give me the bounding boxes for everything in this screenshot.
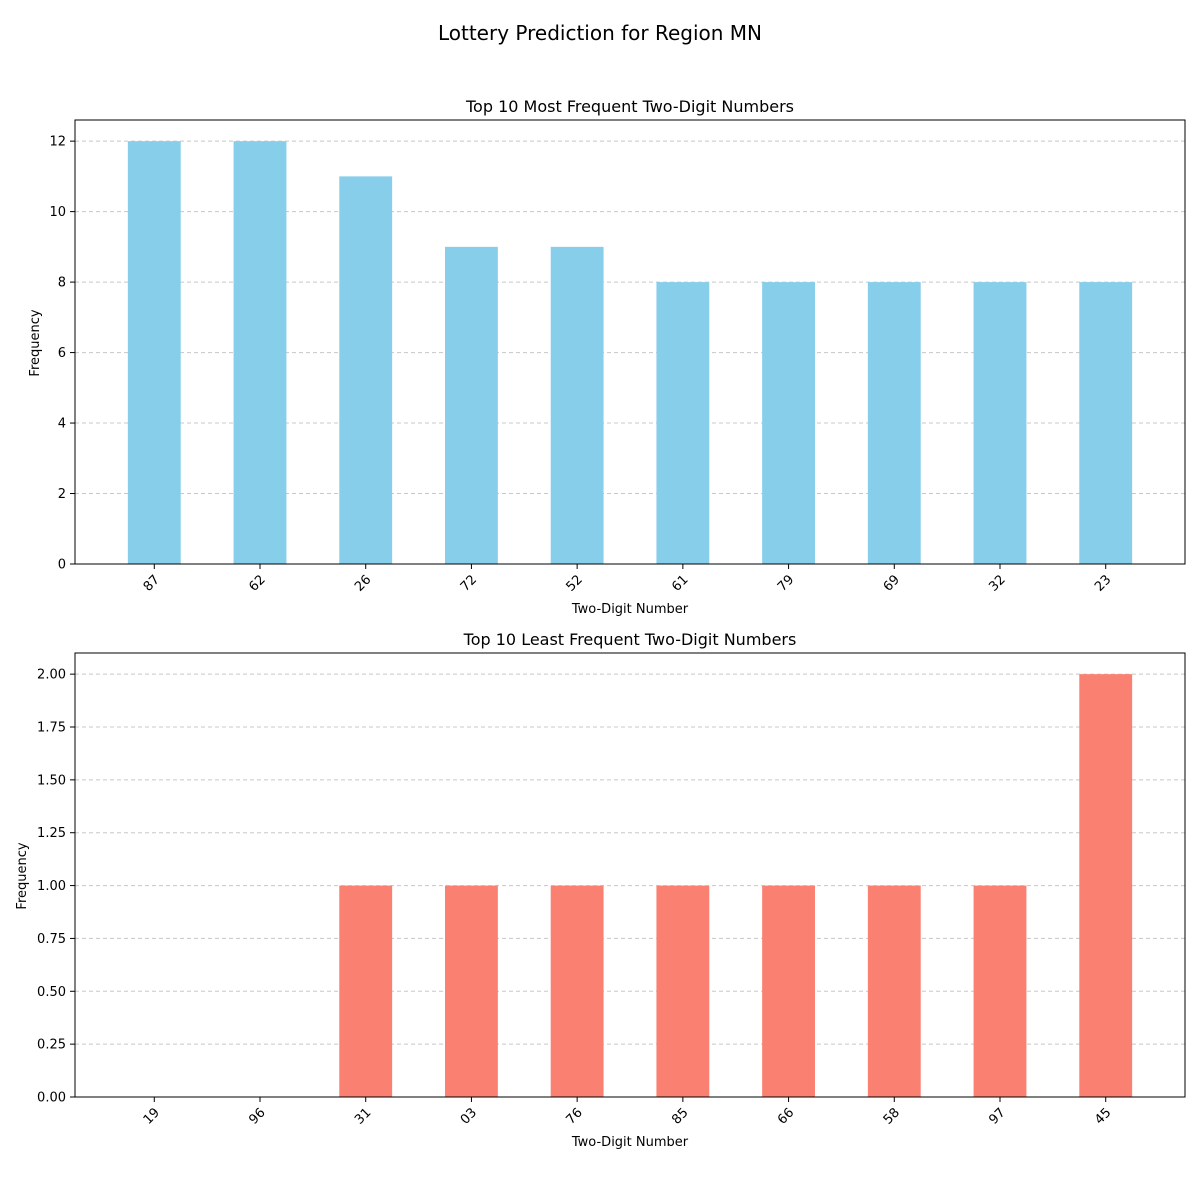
- x-tick-label: 26: [352, 572, 374, 594]
- chart-title: Top 10 Least Frequent Two-Digit Numbers: [463, 630, 797, 649]
- bar-32: [973, 282, 1027, 564]
- bar-66: [762, 885, 815, 1097]
- bar-26: [339, 176, 393, 564]
- bar-76: [550, 885, 604, 1097]
- bar-58: [867, 885, 921, 1097]
- x-tick-label: 31: [352, 1105, 374, 1127]
- x-tick-label: 23: [1092, 572, 1114, 594]
- y-tick-label: 1.75: [37, 721, 66, 736]
- x-tick-label: 52: [564, 572, 586, 594]
- y-tick-label: 1.50: [37, 773, 66, 788]
- bar-45: [1079, 674, 1133, 1097]
- y-tick-label: 8: [58, 276, 66, 291]
- chart-title: Top 10 Most Frequent Two-Digit Numbers: [465, 97, 794, 116]
- x-tick-label: 96: [246, 1105, 268, 1127]
- chart-least-frequent: Top 10 Least Frequent Two-Digit Numbers …: [15, 630, 1186, 1150]
- x-tick-label: 19: [141, 1105, 163, 1127]
- y-tick-label: 1.00: [37, 879, 66, 894]
- bar-97: [973, 885, 1027, 1097]
- x-tick-label: 85: [669, 1105, 691, 1127]
- x-axis-label: Two-Digit Number: [571, 602, 689, 617]
- x-tick-label: 69: [881, 572, 903, 594]
- bar-23: [1079, 282, 1133, 564]
- x-tick-label: 58: [881, 1105, 903, 1127]
- x-tick-label: 79: [775, 572, 797, 594]
- x-tick-label: 66: [775, 1105, 797, 1127]
- x-tick-label: 61: [669, 572, 691, 594]
- bar-72: [445, 246, 498, 564]
- y-tick-label: 1.25: [37, 826, 66, 841]
- x-tick-label: 97: [986, 1105, 1008, 1127]
- x-tick-label: 03: [458, 1105, 480, 1127]
- plot-frame: [74, 652, 1186, 1098]
- figure-suptitle: Lottery Prediction for Region MN: [438, 21, 762, 45]
- x-tick-label: 72: [458, 572, 480, 594]
- y-tick-label: 0.50: [37, 985, 66, 1000]
- y-tick-label: 0.75: [37, 932, 66, 947]
- x-tick-label: 45: [1092, 1105, 1114, 1127]
- x-tick-label: 76: [564, 1105, 586, 1127]
- bar-31: [339, 885, 393, 1097]
- bar-62: [233, 141, 287, 564]
- x-tick-label: 62: [246, 572, 268, 594]
- x-tick-label: 87: [141, 572, 163, 594]
- bar-79: [762, 282, 815, 564]
- y-tick-label: 4: [58, 417, 66, 432]
- y-tick-label: 2: [58, 487, 66, 502]
- bar-52: [550, 246, 604, 564]
- x-tick-label: 32: [986, 572, 1008, 594]
- y-tick-label: 12: [49, 135, 66, 150]
- y-axis-label: Frequency: [15, 842, 30, 909]
- y-tick-label: 0: [58, 558, 66, 573]
- y-tick-label: 0.25: [37, 1038, 66, 1053]
- x-axis-label: Two-Digit Number: [571, 1135, 689, 1150]
- plot-frame: [74, 119, 1186, 565]
- bar-85: [656, 885, 710, 1097]
- y-tick-label: 0.00: [37, 1091, 66, 1106]
- bar-69: [867, 282, 921, 564]
- y-tick-label: 10: [49, 205, 66, 220]
- chart-top-frequent: Top 10 Most Frequent Two-Digit Numbers T…: [28, 97, 1186, 617]
- bar-87: [127, 141, 181, 564]
- bar-03: [445, 885, 498, 1097]
- y-tick-label: 6: [58, 346, 66, 361]
- y-axis-label: Frequency: [28, 309, 43, 376]
- y-tick-label: 2.00: [37, 668, 66, 683]
- bar-61: [656, 282, 710, 564]
